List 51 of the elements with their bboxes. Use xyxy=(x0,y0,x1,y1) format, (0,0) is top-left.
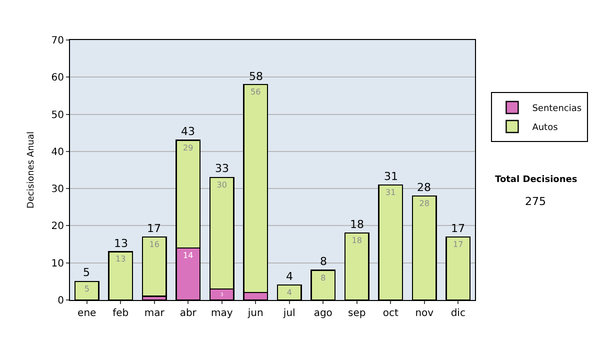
legend-label: Autos xyxy=(532,123,558,134)
data-label: 28 xyxy=(419,199,430,208)
data-label: 31 xyxy=(386,188,396,197)
x-tick-label: dic xyxy=(450,308,466,319)
data-label: 8 xyxy=(320,273,326,282)
data-label: 29 xyxy=(183,143,194,152)
x-tick-label: abr xyxy=(180,308,198,319)
x-tick-label: feb xyxy=(112,308,129,319)
data-label: 4 xyxy=(286,288,292,298)
y-tick-label: 10 xyxy=(51,258,64,270)
y-axis-title: Decisiones Anual xyxy=(26,132,37,208)
total-label: 5 xyxy=(83,266,90,279)
x-tick-label: ago xyxy=(314,308,332,319)
x-tick-label: oct xyxy=(382,308,398,319)
x-tick-label: may xyxy=(210,308,233,319)
total-label: 58 xyxy=(249,70,263,83)
total-label: 31 xyxy=(384,170,398,183)
total-label: 17 xyxy=(451,222,465,235)
y-tick-label: 0 xyxy=(58,296,64,306)
y-tick-label: 30 xyxy=(51,184,64,196)
data-label: 16 xyxy=(149,240,160,249)
total-label: 43 xyxy=(181,125,195,138)
legend-label: Sentencias xyxy=(532,104,582,114)
total-label: 33 xyxy=(215,162,229,175)
data-label: 18 xyxy=(352,236,362,246)
total-label: 4 xyxy=(286,270,293,283)
total-label: 18 xyxy=(350,218,364,231)
total-label: 28 xyxy=(417,181,431,194)
text: 275 xyxy=(525,195,546,208)
data-label: 56 xyxy=(250,88,261,97)
data-label: 5 xyxy=(84,284,90,294)
x-tick-label: nov xyxy=(415,308,434,319)
bar xyxy=(142,236,167,297)
x-tick-label: ene xyxy=(78,308,96,319)
y-tick-label: 60 xyxy=(51,72,64,84)
x-tick-label: mar xyxy=(144,308,166,319)
y-tick-label: 70 xyxy=(51,36,64,46)
data-label: 17 xyxy=(453,240,464,249)
text: Total Decisiones xyxy=(495,175,578,185)
x-tick-label: jul xyxy=(282,308,296,319)
data-label: 13 xyxy=(116,254,126,264)
total-label: 8 xyxy=(320,255,327,268)
x-tick-label: jun xyxy=(246,308,264,319)
data-label: 14 xyxy=(183,251,194,260)
total-label: 13 xyxy=(114,237,128,250)
data-label: 30 xyxy=(216,180,227,190)
x-tick-label: sep xyxy=(348,308,366,319)
total-label: 17 xyxy=(147,222,161,235)
y-tick-label: 40 xyxy=(51,146,64,158)
y-tick-label: 20 xyxy=(51,221,64,232)
y-tick-label: 50 xyxy=(51,110,64,121)
